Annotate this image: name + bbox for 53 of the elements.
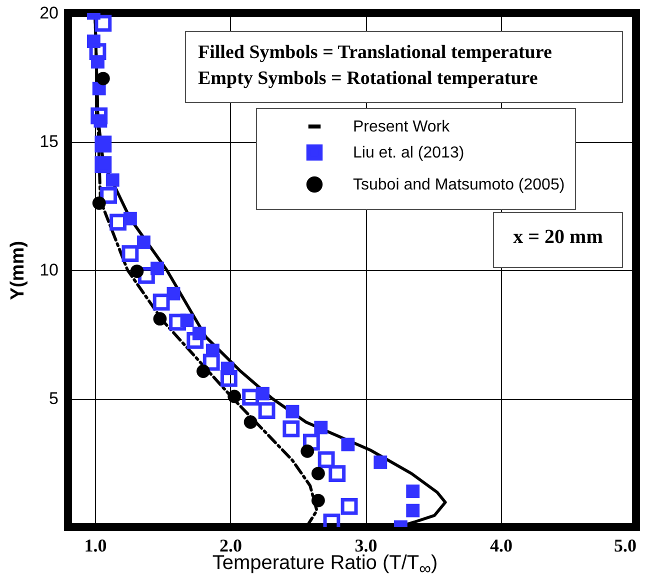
point [130, 264, 144, 278]
point [282, 420, 300, 438]
annotation: x = 20 mm [512, 226, 604, 249]
point [137, 236, 150, 249]
point [152, 294, 170, 311]
point [311, 466, 325, 480]
point [196, 364, 210, 378]
annotation: Empty Symbols = Rotational temperature [198, 67, 539, 91]
point [340, 498, 358, 515]
point [314, 420, 328, 434]
point [318, 451, 335, 468]
legend-label: Tsuboi and Matsumoto (2005) [353, 176, 565, 194]
note-box: Filled Symbols = Translational temperature Empty Symbols = Rotational temperature [185, 31, 623, 103]
point [122, 245, 139, 262]
point [186, 332, 204, 349]
point [202, 354, 220, 371]
point [244, 415, 258, 429]
y-tick-label: 20 [40, 4, 58, 22]
point [341, 438, 355, 452]
x-tick-label: 5.0 [614, 536, 636, 556]
point [328, 465, 346, 482]
point [300, 444, 314, 458]
point [286, 404, 300, 418]
point [100, 187, 118, 204]
point [374, 456, 388, 469]
point [311, 494, 325, 508]
x-tick-label: 4.0 [490, 536, 513, 556]
point [92, 196, 106, 210]
point [242, 388, 260, 406]
point [406, 504, 420, 518]
point [94, 136, 112, 153]
point [138, 266, 155, 284]
point [110, 214, 126, 231]
point [106, 173, 120, 187]
note-box: x = 20 mm [493, 212, 623, 268]
y-tick-label: 5 [49, 389, 58, 408]
y-axis-title: Y(mm) [8, 240, 29, 300]
x-tick-label: 1.0 [84, 536, 107, 556]
point [258, 402, 276, 420]
point [302, 434, 320, 451]
y-tick-label: 15 [40, 132, 58, 151]
legend-label: Present Work [353, 118, 451, 136]
point [96, 72, 110, 86]
point [406, 484, 420, 498]
point [169, 314, 186, 331]
legend-label: Liu et. al (2013) [353, 144, 464, 162]
point [90, 107, 108, 124]
point [220, 370, 238, 387]
point [94, 14, 112, 32]
annotation: Filled Symbols = Translational temperature [198, 41, 553, 65]
point [153, 312, 167, 326]
point [228, 390, 242, 404]
y-tick-label: 10 [40, 260, 58, 280]
